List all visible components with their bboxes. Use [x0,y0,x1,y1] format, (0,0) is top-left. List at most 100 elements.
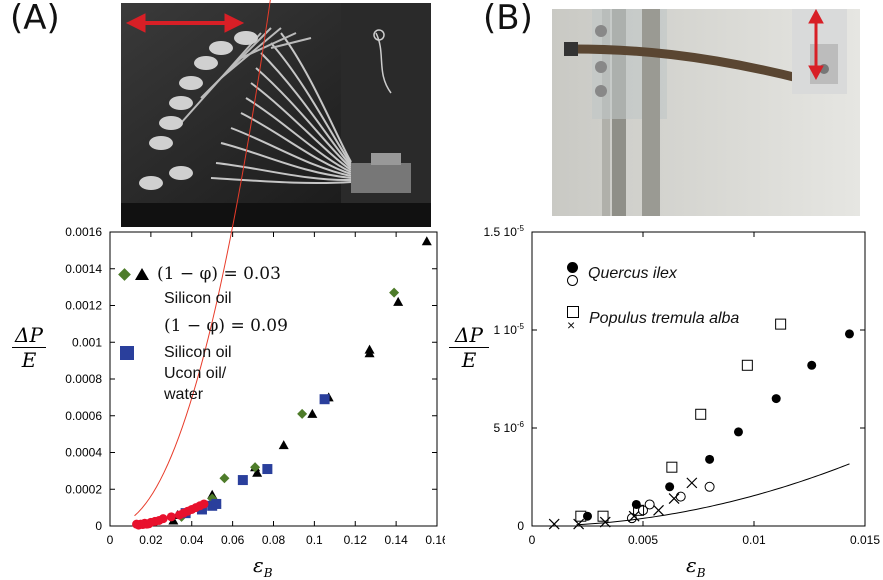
data-point-triangle [364,348,375,358]
data-point-cross [573,518,585,530]
y-tick-label: 0.001 [72,335,102,349]
x-tick-label: 0.1 [306,533,323,547]
x-tick-label: 0.02 [139,533,163,547]
flexible-fibers-photo [121,3,431,227]
data-point-cross [686,477,698,489]
legend-open-square-icon [567,306,579,318]
y-tick-label: 0.0008 [65,372,102,386]
data-point-open-square [575,510,587,522]
data-point-square [211,498,222,509]
data-point-filled-circle [844,329,854,339]
double-arrow-icon [125,13,245,33]
y-tick-label: 0.0006 [65,409,102,423]
data-point-circle [199,499,209,509]
legend-diamond-icon [118,267,131,281]
x-tick-label: 0.14 [384,533,408,547]
legend-triangle-icon [135,268,149,280]
legend-b: Quercus ilex × Populus tremula alba [567,262,740,333]
data-point-triangle [393,296,404,306]
data-point-square [319,394,330,405]
legend-phi-009: (1 − φ) = 0.09 [164,316,288,336]
photo-b-drawing [552,9,860,216]
x-tick-label: 0.01 [742,533,766,547]
chart-a-xlabel: εB [253,553,273,580]
data-point-filled-circle [705,454,715,464]
data-point-triangle [421,236,432,246]
data-point-filled-circle [771,394,781,404]
data-point-open-circle [675,491,686,502]
data-point-square [237,475,248,486]
legend-a: (1 − φ) = 0.03 Silicon oil (1 − φ) = 0.0… [118,262,288,404]
legend-silicon-oil-1: Silicon oil [164,290,232,307]
data-point-circle [166,512,176,522]
legend-ucon-oil: Ucon oil/ [164,365,227,382]
vertical-arrow-icon [808,9,824,81]
y-tick-label: 5 10-6 [494,420,525,435]
data-point-diamond [389,287,400,298]
data-point-open-square [666,461,678,473]
data-point-open-square [741,359,753,371]
panel-label-b: (B) [483,0,533,38]
chart-a-plot: 0 0.02 0.04 0.06 0.08 0.1 0.12 0.14 0.16 0 0.0002 0… [65,0,445,547]
data-point-cross [668,493,680,504]
y-tick-label: 0.0014 [65,262,102,276]
y-tick-label: 1.5 10-5 [484,224,525,239]
data-point-triangle [278,440,289,450]
data-point-open-circle [638,505,648,516]
data-point-cross [599,516,611,528]
legend-water: water [164,386,204,403]
chart-b-xlabel: εB [686,553,706,580]
data-point-cross [653,504,664,516]
legend-filled-circle-icon [567,262,578,273]
legend-cross-icon: × [567,317,576,333]
data-point-open-square [695,408,707,420]
legend-phi-003: (1 − φ) = 0.03 [157,264,281,284]
x-tick-label: 0.015 [850,533,880,547]
x-tick-label: 0.16 [425,533,445,547]
x-tick-label: 0.04 [180,533,204,547]
x-tick-label: 0 [107,533,114,547]
legend-square-icon [120,346,134,360]
fit-curve [576,463,850,526]
x-tick-label: 0.12 [344,533,368,547]
legend-populus-label: Populus tremula alba [589,309,740,327]
data-point-filled-circle [631,499,641,509]
x-tick-label: 0.06 [221,533,245,547]
data-point-filled-circle [665,482,675,492]
x-tick-label: 0.08 [262,533,286,547]
data-point-filled-circle [583,511,592,521]
branch-bending-photo [552,9,860,216]
data-point-triangle [307,408,318,418]
y-tick-label: 0 [517,519,524,533]
chart-a-ylabel: ΔP E [12,323,46,372]
data-point-open-square [633,504,645,516]
photo-a-drawing [121,3,431,227]
y-tick-label: 0.0002 [65,482,102,496]
data-point-circle [158,514,168,524]
data-point-diamond [297,408,308,419]
data-point-cross [628,510,640,522]
data-point-cross [548,518,560,530]
y-tick-label: 1 10-5 [494,322,525,337]
data-point-open-square [597,510,609,522]
y-tick-label: 0.0016 [65,225,102,239]
data-point-square [262,464,273,475]
data-point-diamond [219,473,230,484]
y-tick-label: 0 [95,519,102,533]
chart-b-ylabel: ΔP E [449,323,489,372]
legend-open-circle-icon [567,275,578,286]
data-point-filled-circle [733,427,743,437]
legend-silicon-oil-2: Silicon oil [164,344,232,361]
data-point-diamond [250,462,261,473]
fit-curve [134,0,271,517]
panel-label-a: (A) [10,0,60,38]
data-point-open-circle [644,499,655,510]
data-point-open-square [775,318,787,330]
y-tick-label: 0.0004 [65,446,102,460]
y-tick-label: 0.0012 [65,299,102,313]
data-point-filled-circle [807,360,817,370]
legend-quercus-label: Quercus ilex [588,265,677,282]
data-point-open-circle [704,481,715,492]
x-tick-label: 0.005 [628,533,658,547]
data-point-triangle [252,467,263,477]
